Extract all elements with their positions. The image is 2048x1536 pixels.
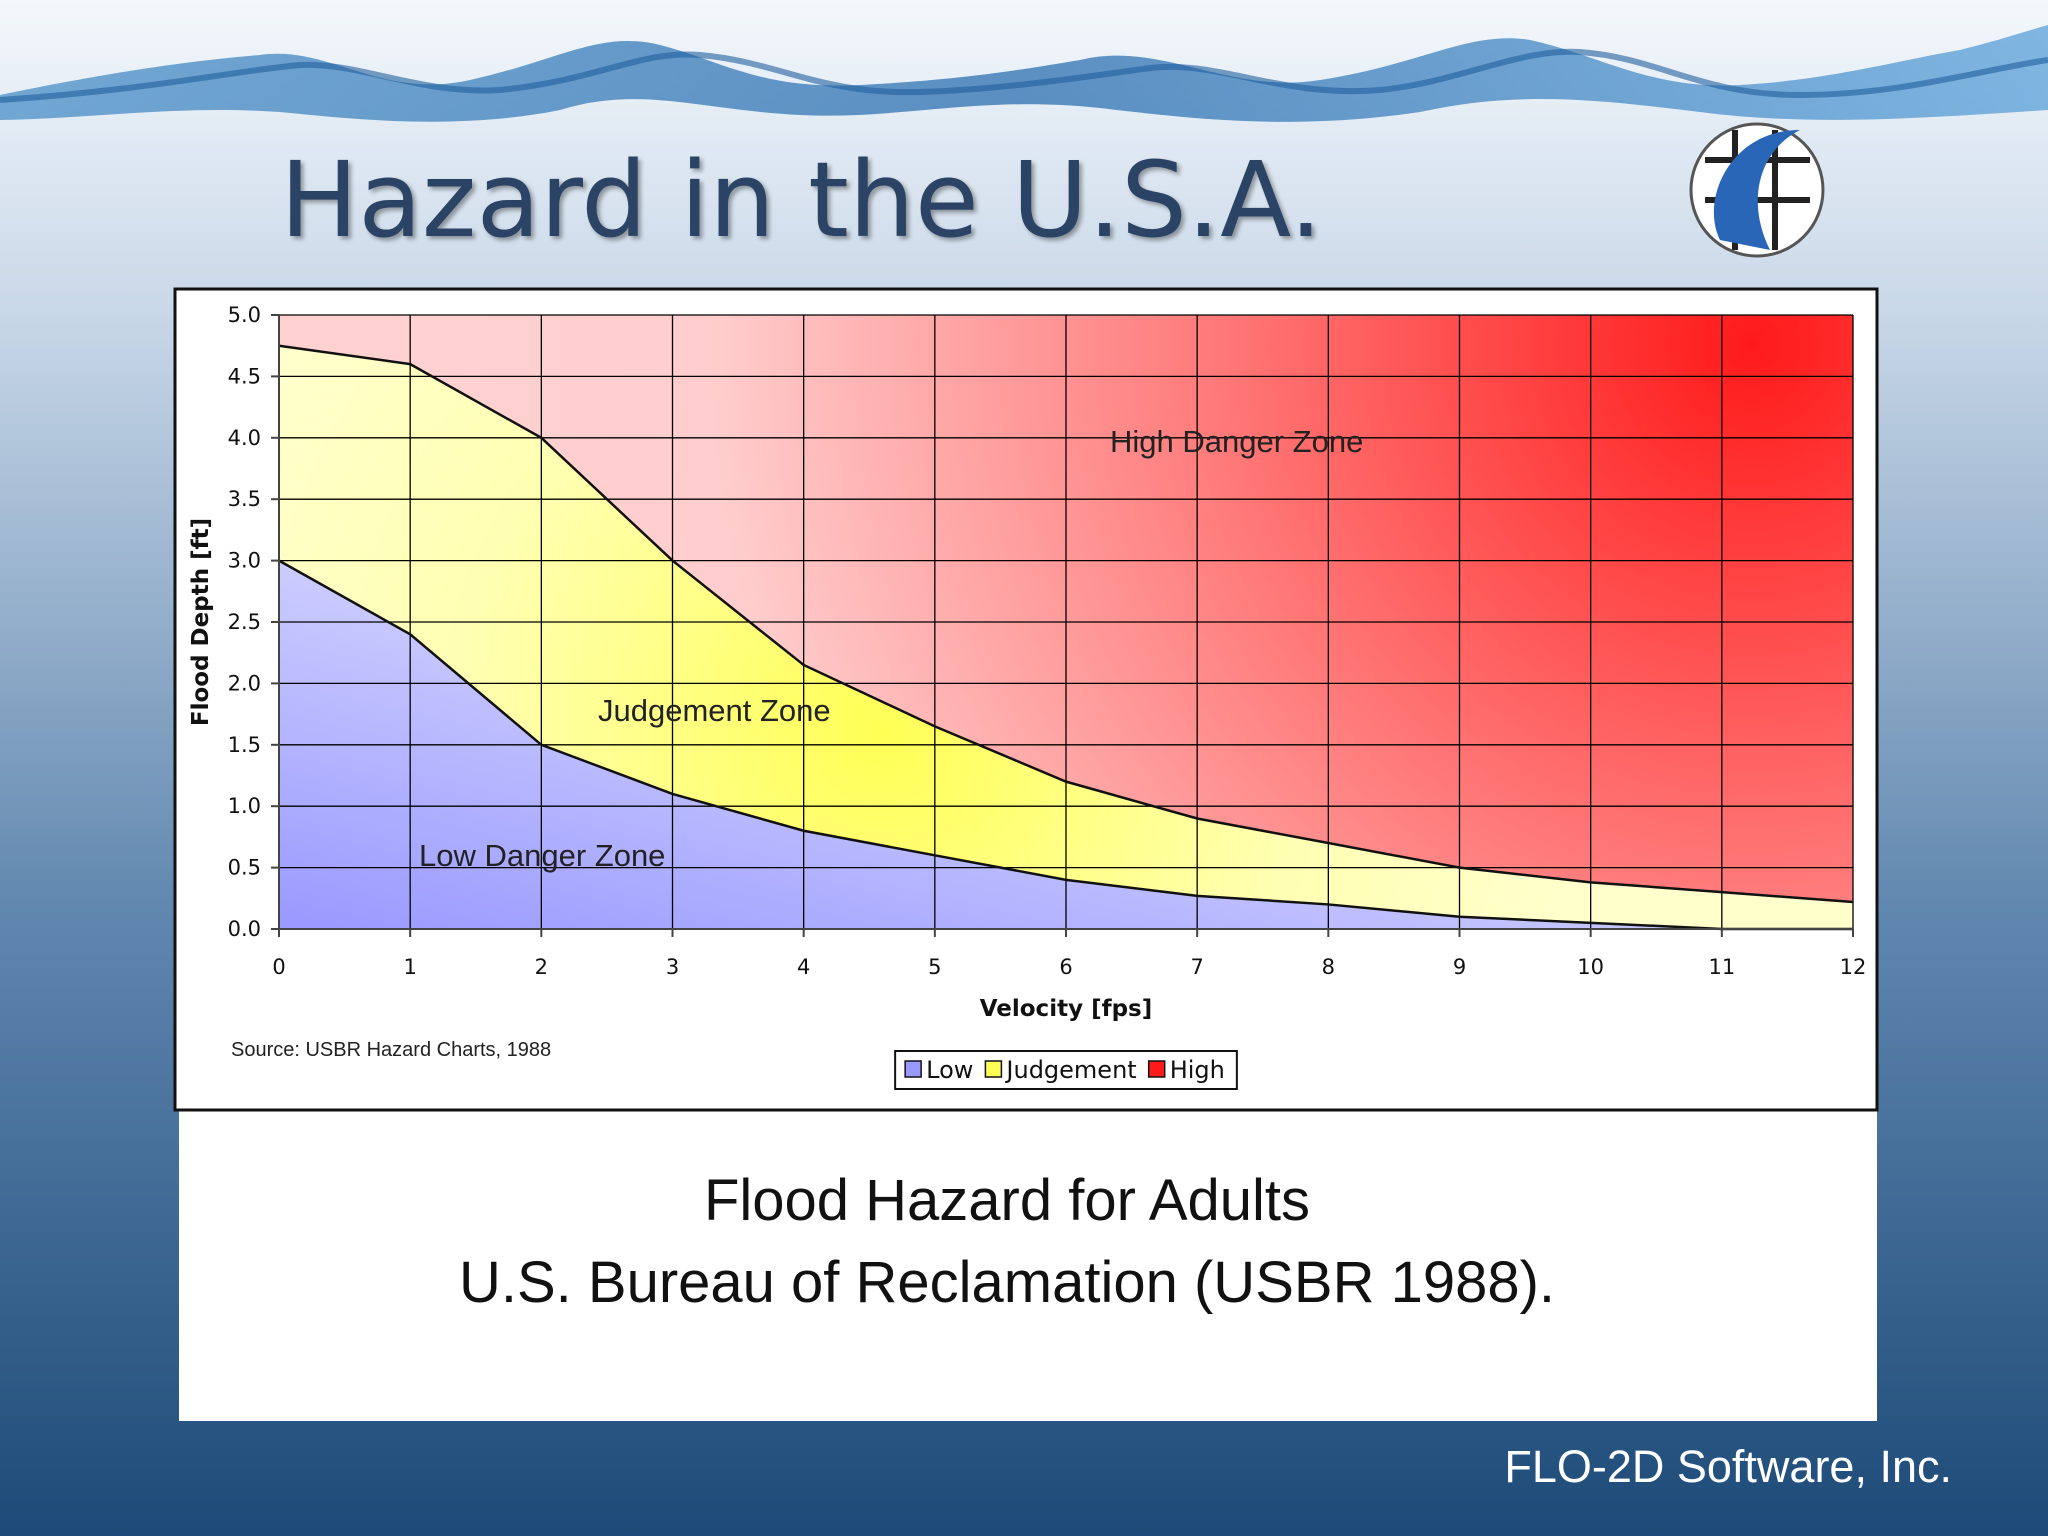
y-tick-label: 5.0 [228,303,261,327]
zone-annotation: Judgement Zone [598,693,831,728]
legend-label: Judgement [1004,1056,1136,1084]
x-tick-label: 1 [403,955,416,979]
x-tick-label: 5 [928,955,941,979]
caption-panel [179,1110,1877,1421]
x-tick-label: 9 [1453,955,1466,979]
legend-label: High [1170,1056,1225,1084]
zone-annotation: Low Danger Zone [419,838,665,873]
legend-label: Low [926,1056,973,1084]
logo [1689,122,1825,258]
legend-frame [894,1050,1238,1090]
legend-swatch [904,1060,922,1078]
wave-line [0,48,2048,103]
x-tick-label: 4 [797,955,810,979]
y-tick-label: 1.5 [228,733,261,757]
x-tick-label: 8 [1322,955,1335,979]
x-tick-label: 10 [1577,955,1604,979]
y-tick-label: 3.5 [228,487,261,511]
y-tick-label: 0.0 [228,917,261,941]
y-tick-label: 2.0 [228,671,261,695]
y-tick-label: 1.0 [228,794,261,818]
footer: FLO-2D Software, Inc. [1504,1441,1952,1492]
x-axis-label: Velocity [fps] [980,996,1153,1022]
x-tick-label: 3 [666,955,679,979]
x-tick-label: 12 [1840,955,1867,979]
caption-line: Flood Hazard for Adults [704,1168,1310,1233]
y-tick-label: 4.0 [228,426,261,450]
boundary-line [278,344,1854,904]
legend-swatch [984,1060,1003,1078]
x-tick-label: 6 [1059,955,1072,979]
x-tick-label: 0 [272,955,285,979]
wave-decoration [0,25,2048,122]
x-tick-label: 2 [535,955,548,979]
y-axis-label: Flood Depth [ft] [188,518,214,726]
boundary-line [278,559,1853,931]
caption-line: U.S. Bureau of Reclamation (USBR 1988). [459,1250,1555,1315]
y-tick-label: 3.0 [228,549,261,573]
y-tick-label: 4.5 [228,364,261,388]
legend: Low Judgement High [894,1050,1238,1090]
source-note: Source: USBR Hazard Charts, 1988 [231,1039,551,1061]
zone-annotation: High Danger Zone [1110,424,1363,459]
y-tick-label: 2.5 [228,610,261,634]
slide-title: Hazard in the U.S.A. [280,139,1323,261]
legend-swatch [1147,1060,1166,1078]
y-tick-label: 0.5 [228,856,261,880]
x-tick-label: 7 [1190,955,1203,979]
x-tick-label: 11 [1708,955,1735,979]
chart: 0.00.51.01.52.02.53.03.54.04.55.00 1 2 3 4 5 6… [188,303,1867,1090]
